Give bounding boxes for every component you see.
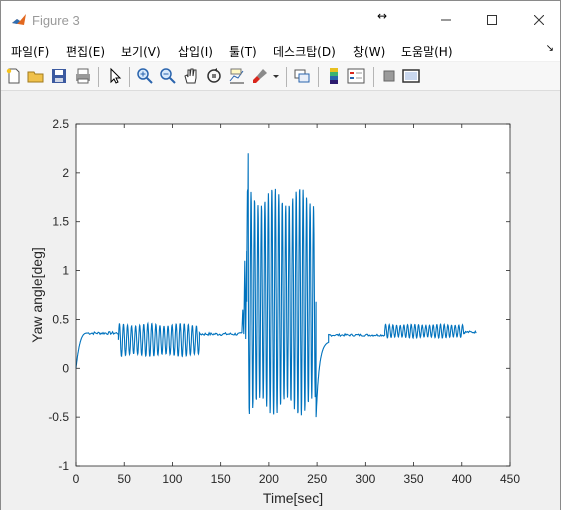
pan-hand-icon[interactable] — [182, 67, 200, 85]
menu-edit[interactable]: 편집(E) — [66, 45, 106, 59]
x-tick-label: 150 — [211, 472, 231, 486]
toolbar-separator — [286, 67, 287, 87]
menu-window[interactable]: 창(W) — [353, 45, 386, 59]
menu-tools[interactable]: 툴(T) — [229, 45, 257, 59]
menu-bar: 파일(F) 편집(E) 보기(V) 삽입(I) 툴(T) 데스크탑(D) 창(W… — [1, 39, 560, 61]
brush-dropdown-icon[interactable] — [271, 67, 281, 85]
y-tick-label: -0.5 — [48, 410, 69, 424]
data-cursor-icon[interactable] — [228, 67, 246, 85]
print-icon[interactable] — [74, 67, 92, 85]
toolbar-separator — [373, 67, 374, 87]
window-title: Figure 3 — [32, 13, 80, 28]
x-tick-label: 50 — [118, 472, 132, 486]
desktop-background — [0, 510, 567, 517]
colorbar-icon[interactable] — [325, 67, 343, 85]
x-tick-label: 100 — [162, 472, 182, 486]
toolbar-separator — [318, 67, 319, 87]
menu-file[interactable]: 파일(F) — [11, 45, 50, 59]
series-line — [75, 153, 477, 418]
maximize-icon — [487, 15, 497, 25]
y-tick-label: 1.5 — [52, 215, 69, 229]
maximize-button[interactable] — [469, 1, 515, 39]
y-axis-label: Yaw angle[deg] — [29, 247, 45, 342]
save-icon[interactable] — [50, 67, 68, 85]
figure-window: Figure 3 ↔ 파일(F) 편집(E) 보기(V) 삽입(I) 툴(T) … — [0, 0, 561, 512]
x-tick-label: 0 — [73, 472, 80, 486]
resize-cursor-icon: ↔ — [377, 9, 388, 23]
select-arrow-icon[interactable] — [106, 67, 124, 85]
title-bar[interactable]: Figure 3 ↔ — [1, 1, 560, 39]
legend-icon[interactable] — [347, 67, 365, 85]
link-plot-icon[interactable] — [293, 67, 311, 85]
x-tick-label: 350 — [404, 472, 424, 486]
x-tick-label: 250 — [307, 472, 327, 486]
yaw-angle-plot[interactable]: 0 50 100 150 200 250 300 350 400 450 -1 -0.5 0 0.5 1 1.… — [1, 91, 560, 509]
close-icon — [534, 15, 544, 25]
y-tick-label: 0.5 — [52, 312, 69, 326]
y-tick-label: 0 — [62, 361, 69, 375]
show-plot-tools-icon[interactable] — [402, 67, 420, 85]
menu-desktop[interactable]: 데스크탑(D) — [273, 45, 336, 59]
zoom-in-icon[interactable] — [136, 67, 154, 85]
minimize-icon — [441, 19, 451, 21]
menu-insert[interactable]: 삽입(I) — [178, 45, 213, 59]
toolbar-separator — [129, 67, 130, 87]
minimize-button[interactable] — [423, 1, 469, 39]
figure-canvas: 0 50 100 150 200 250 300 350 400 450 -1 -0.5 0 0.5 1 1.… — [1, 91, 560, 509]
hide-plot-tools-icon[interactable] — [380, 67, 398, 85]
axes-box — [75, 123, 511, 467]
dock-arrow-icon[interactable]: ↘ — [545, 43, 554, 54]
y-tick-label: 1 — [62, 264, 69, 278]
y-tick-label: 2 — [62, 166, 69, 180]
matlab-logo-icon — [11, 12, 27, 28]
new-figure-icon[interactable] — [5, 67, 23, 85]
rotate-3d-icon[interactable] — [205, 67, 223, 85]
close-button[interactable] — [516, 1, 562, 39]
open-icon[interactable] — [27, 67, 45, 85]
menu-help[interactable]: 도움말(H) — [401, 45, 453, 59]
x-tick-label: 300 — [355, 472, 375, 486]
toolbar-separator — [98, 67, 99, 87]
y-tick-label: -1 — [58, 459, 69, 473]
figure-toolbar — [1, 62, 560, 91]
zoom-out-icon[interactable] — [159, 67, 177, 85]
brush-icon[interactable] — [251, 67, 269, 85]
y-tick-label: 2.5 — [52, 117, 69, 131]
x-axis-label: Time[sec] — [263, 490, 323, 506]
x-tick-label: 200 — [259, 472, 279, 486]
menu-view[interactable]: 보기(V) — [121, 45, 161, 59]
x-tick-label: 450 — [500, 472, 520, 486]
x-tick-label: 400 — [452, 472, 472, 486]
